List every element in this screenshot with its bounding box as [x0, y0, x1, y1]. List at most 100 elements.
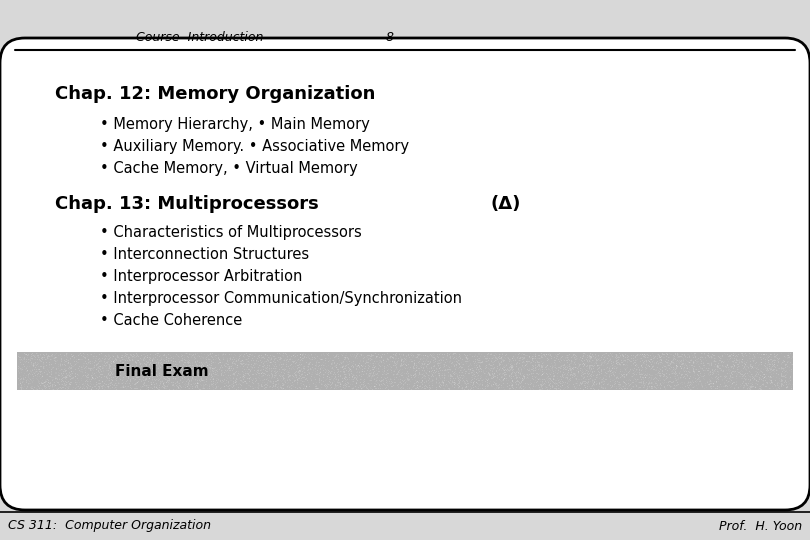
- Point: [577, 374, 590, 382]
- Point: [273, 372, 286, 381]
- Point: [588, 354, 601, 362]
- Point: [320, 374, 333, 382]
- Point: [492, 368, 505, 377]
- Text: Chap. 13: Multiprocessors: Chap. 13: Multiprocessors: [55, 195, 319, 213]
- Point: [414, 361, 427, 370]
- Point: [511, 356, 524, 364]
- Point: [503, 356, 516, 365]
- Point: [511, 380, 524, 389]
- Point: [310, 352, 323, 360]
- Point: [355, 382, 368, 391]
- Point: [125, 374, 138, 382]
- Point: [52, 362, 65, 370]
- Point: [463, 350, 476, 359]
- Point: [644, 378, 657, 387]
- Point: [44, 368, 57, 376]
- Point: [552, 354, 565, 363]
- Point: [32, 375, 45, 384]
- Point: [83, 379, 96, 387]
- Point: [553, 372, 566, 380]
- Point: [138, 350, 151, 359]
- Point: [266, 373, 279, 382]
- Point: [171, 380, 184, 388]
- Point: [651, 349, 664, 358]
- Point: [58, 376, 71, 385]
- Point: [261, 366, 274, 375]
- Point: [620, 375, 633, 384]
- Point: [605, 375, 618, 384]
- Point: [194, 354, 207, 362]
- Point: [635, 370, 648, 379]
- Point: [143, 360, 156, 368]
- Point: [403, 353, 416, 361]
- Point: [409, 379, 422, 388]
- Point: [568, 352, 581, 361]
- Point: [467, 382, 480, 391]
- Point: [41, 381, 54, 389]
- Point: [481, 369, 494, 377]
- Point: [55, 376, 68, 385]
- Point: [634, 350, 647, 359]
- Point: [688, 376, 701, 385]
- Point: [367, 374, 380, 382]
- Point: [14, 364, 27, 373]
- Point: [649, 369, 662, 378]
- Point: [504, 365, 517, 374]
- Point: [499, 349, 512, 358]
- Point: [160, 371, 173, 380]
- Point: [745, 370, 758, 379]
- Point: [110, 379, 123, 387]
- Point: [705, 352, 718, 361]
- Point: [514, 381, 527, 390]
- Point: [646, 358, 659, 367]
- Point: [676, 353, 688, 362]
- Point: [199, 374, 212, 382]
- Point: [407, 360, 420, 369]
- Point: [124, 351, 137, 360]
- Point: [100, 360, 113, 369]
- Point: [778, 353, 791, 361]
- Point: [294, 382, 307, 391]
- Point: [727, 361, 740, 370]
- Point: [480, 381, 492, 389]
- Point: [748, 353, 761, 361]
- Point: [730, 377, 743, 386]
- Point: [665, 359, 678, 368]
- Point: [529, 362, 542, 371]
- Point: [220, 372, 232, 381]
- Point: [37, 363, 50, 372]
- Point: [685, 361, 698, 370]
- Point: [558, 354, 571, 362]
- Point: [265, 384, 278, 393]
- Point: [773, 379, 786, 387]
- Point: [199, 356, 212, 365]
- Point: [766, 366, 779, 374]
- Point: [466, 374, 479, 383]
- Point: [702, 364, 715, 373]
- Point: [249, 360, 262, 368]
- Point: [359, 364, 372, 373]
- Point: [586, 362, 599, 370]
- Point: [384, 379, 397, 387]
- Point: [46, 363, 59, 372]
- Point: [470, 361, 483, 369]
- Point: [352, 362, 365, 371]
- Point: [320, 382, 333, 391]
- Point: [27, 367, 40, 376]
- Point: [530, 362, 543, 370]
- Point: [262, 377, 275, 386]
- Point: [633, 382, 646, 391]
- Point: [460, 374, 473, 382]
- Point: [396, 360, 409, 369]
- Point: [496, 372, 509, 380]
- Point: [126, 379, 139, 388]
- Point: [679, 382, 692, 390]
- Point: [331, 379, 344, 387]
- Point: [486, 374, 499, 382]
- Point: [554, 374, 567, 383]
- Point: [469, 357, 482, 366]
- Point: [489, 383, 502, 391]
- Point: [782, 352, 795, 360]
- Point: [681, 377, 694, 386]
- Point: [496, 376, 509, 384]
